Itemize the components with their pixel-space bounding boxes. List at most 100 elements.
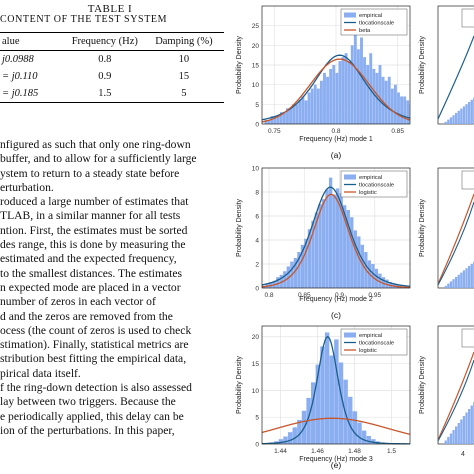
histogram-bar	[324, 332, 330, 444]
histogram-bar	[313, 84, 317, 124]
histogram-bar	[311, 220, 315, 288]
body-line: TLAB, in a similar manner for all tests	[0, 209, 181, 223]
histogram-bar	[465, 268, 468, 288]
fit-curve	[437, 193, 474, 285]
body-line: number of zeros in each vector of	[0, 295, 156, 309]
histogram-bar	[393, 84, 397, 124]
y-tick-label: 10	[252, 166, 260, 173]
histogram-bar	[297, 419, 302, 444]
histogram-bar	[270, 116, 274, 124]
histogram-bar	[334, 339, 339, 444]
histogram-bar	[343, 205, 347, 288]
cell-damping: 5	[181, 88, 187, 99]
histogram-bar	[292, 427, 297, 444]
histogram-bar	[339, 193, 343, 288]
histogram-bar	[468, 266, 471, 288]
cell-frequency: 0.9	[98, 71, 112, 82]
histogram-bar	[350, 45, 354, 125]
histogram-bar	[361, 430, 367, 444]
histogram-bar	[325, 189, 329, 288]
histogram-bar	[315, 364, 321, 444]
histogram-bar	[468, 102, 471, 124]
histogram-bar	[369, 53, 373, 125]
histogram-bar	[311, 382, 316, 444]
y-tick-label: 25	[252, 23, 260, 30]
histogram-bar	[468, 409, 471, 444]
fit-curve	[437, 201, 474, 286]
histogram-bar	[332, 194, 336, 288]
histogram-bar	[462, 416, 466, 444]
x-tick-label: 0.75	[268, 128, 281, 135]
body-line: d and the zeros are removed from the	[0, 309, 173, 323]
histogram-bar	[387, 76, 391, 124]
histogram-bar	[329, 68, 333, 124]
y-axis-label: Probability Density	[236, 199, 243, 257]
body-line: ion of the perturbations. In this paper,	[0, 423, 175, 437]
x-axis-label: Frequency (Hz) mode 2	[299, 296, 373, 303]
x-tick-label: 0.9	[335, 292, 344, 299]
legend-swatch	[344, 332, 356, 338]
y-tick-label: 8	[255, 190, 259, 197]
histogram-bar	[452, 430, 455, 444]
histogram-bar	[273, 116, 277, 124]
cell-frequency: 0.8	[98, 54, 112, 65]
legend-box	[461, 8, 474, 28]
histogram-bar	[371, 264, 375, 288]
histogram-bar	[460, 108, 463, 124]
histogram-bar	[406, 100, 410, 124]
legend-box	[461, 328, 474, 348]
legend-label: empirical	[359, 175, 382, 181]
histogram-bar	[321, 199, 326, 288]
table-row: = j0.110 0.9 15	[0, 68, 224, 85]
legend-box	[461, 170, 474, 190]
histogram-bar	[360, 244, 364, 288]
histogram-bar	[352, 411, 358, 444]
histogram-bar	[374, 268, 379, 288]
histogram-bar	[455, 113, 458, 124]
header-damping: Damping (%)	[155, 36, 213, 47]
histogram-bar	[403, 96, 407, 124]
histogram-bar	[444, 440, 447, 444]
histogram-bar	[344, 53, 348, 125]
histogram-bar	[297, 252, 301, 288]
table-row: = j0.185 1.5 5	[0, 85, 224, 103]
legend-label: logistic	[359, 348, 377, 354]
histogram-bar	[353, 29, 357, 125]
histogram-bar	[292, 104, 296, 124]
body-line: to the smallest distances. The estimates	[0, 266, 183, 280]
fit-curve-logistic	[261, 193, 411, 289]
histogram-bar	[385, 279, 389, 288]
body-line: erturbation.	[0, 180, 54, 194]
histogram-bar	[455, 277, 458, 288]
histogram-bar	[267, 120, 271, 124]
x-tick-label: 1.5	[387, 448, 396, 455]
legend-label: tlocationscale	[359, 183, 394, 189]
body-line: f the ring-down detection is also assess…	[0, 381, 192, 395]
legend-label: tlocationscale	[359, 21, 394, 27]
histogram-bar	[298, 100, 302, 124]
histogram-bar	[341, 57, 345, 125]
y-tick-label: 15	[252, 361, 260, 368]
histogram-bar	[400, 96, 404, 124]
histogram-bar	[397, 92, 400, 124]
histogram-bar	[348, 396, 353, 444]
fit-curve	[437, 351, 474, 441]
histogram-bar	[381, 76, 385, 124]
y-tick-label: 0	[255, 286, 259, 293]
body-line: lay between two triggers. Because the	[0, 395, 176, 409]
histogram-bar	[452, 279, 455, 288]
header-value: alue	[2, 36, 20, 47]
histogram-bar	[329, 355, 334, 444]
x-axis-label: Frequency (Hz) mode 1	[299, 136, 373, 143]
legend-label: logistic	[359, 190, 377, 196]
y-tick-label: 4	[255, 238, 259, 245]
y-axis-label: Probability Density	[419, 199, 426, 257]
histogram-bar	[444, 285, 447, 288]
histogram-bar	[276, 116, 280, 124]
axes-box	[261, 5, 411, 125]
histogram-bar	[470, 99, 473, 124]
x-tick-label: 0.8	[331, 128, 340, 135]
histogram-bar	[357, 236, 361, 288]
panel-caption: (e)	[331, 460, 342, 470]
